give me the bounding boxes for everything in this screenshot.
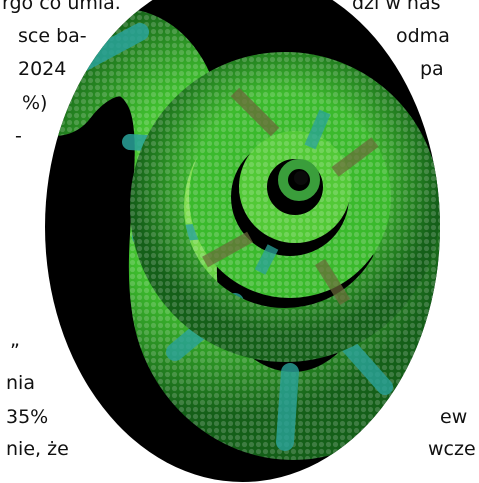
text-line: dzi w nas: [352, 0, 441, 14]
text-line: odma: [396, 25, 450, 47]
text-line: 35%: [6, 406, 49, 428]
text-line: nia: [6, 372, 35, 394]
text-line: 2024: [18, 58, 67, 80]
chameleon-tail-illustration: [45, 0, 440, 482]
left-text-column: rgo co umia. sce ba- 2024 %) - ” nia 35%…: [0, 0, 150, 483]
text-line: -: [15, 125, 22, 147]
text-line: ew: [440, 406, 468, 428]
text-line: wcze: [428, 438, 476, 460]
right-text-column: dzi w nas odma pa ew wcze: [300, 0, 479, 483]
text-line: pa: [420, 58, 444, 80]
text-line: rgo co umia.: [2, 0, 121, 14]
text-line: ”: [10, 340, 20, 362]
text-line: sce ba-: [18, 25, 87, 47]
text-line: nie, że: [6, 438, 69, 460]
text-line: %): [22, 92, 48, 114]
